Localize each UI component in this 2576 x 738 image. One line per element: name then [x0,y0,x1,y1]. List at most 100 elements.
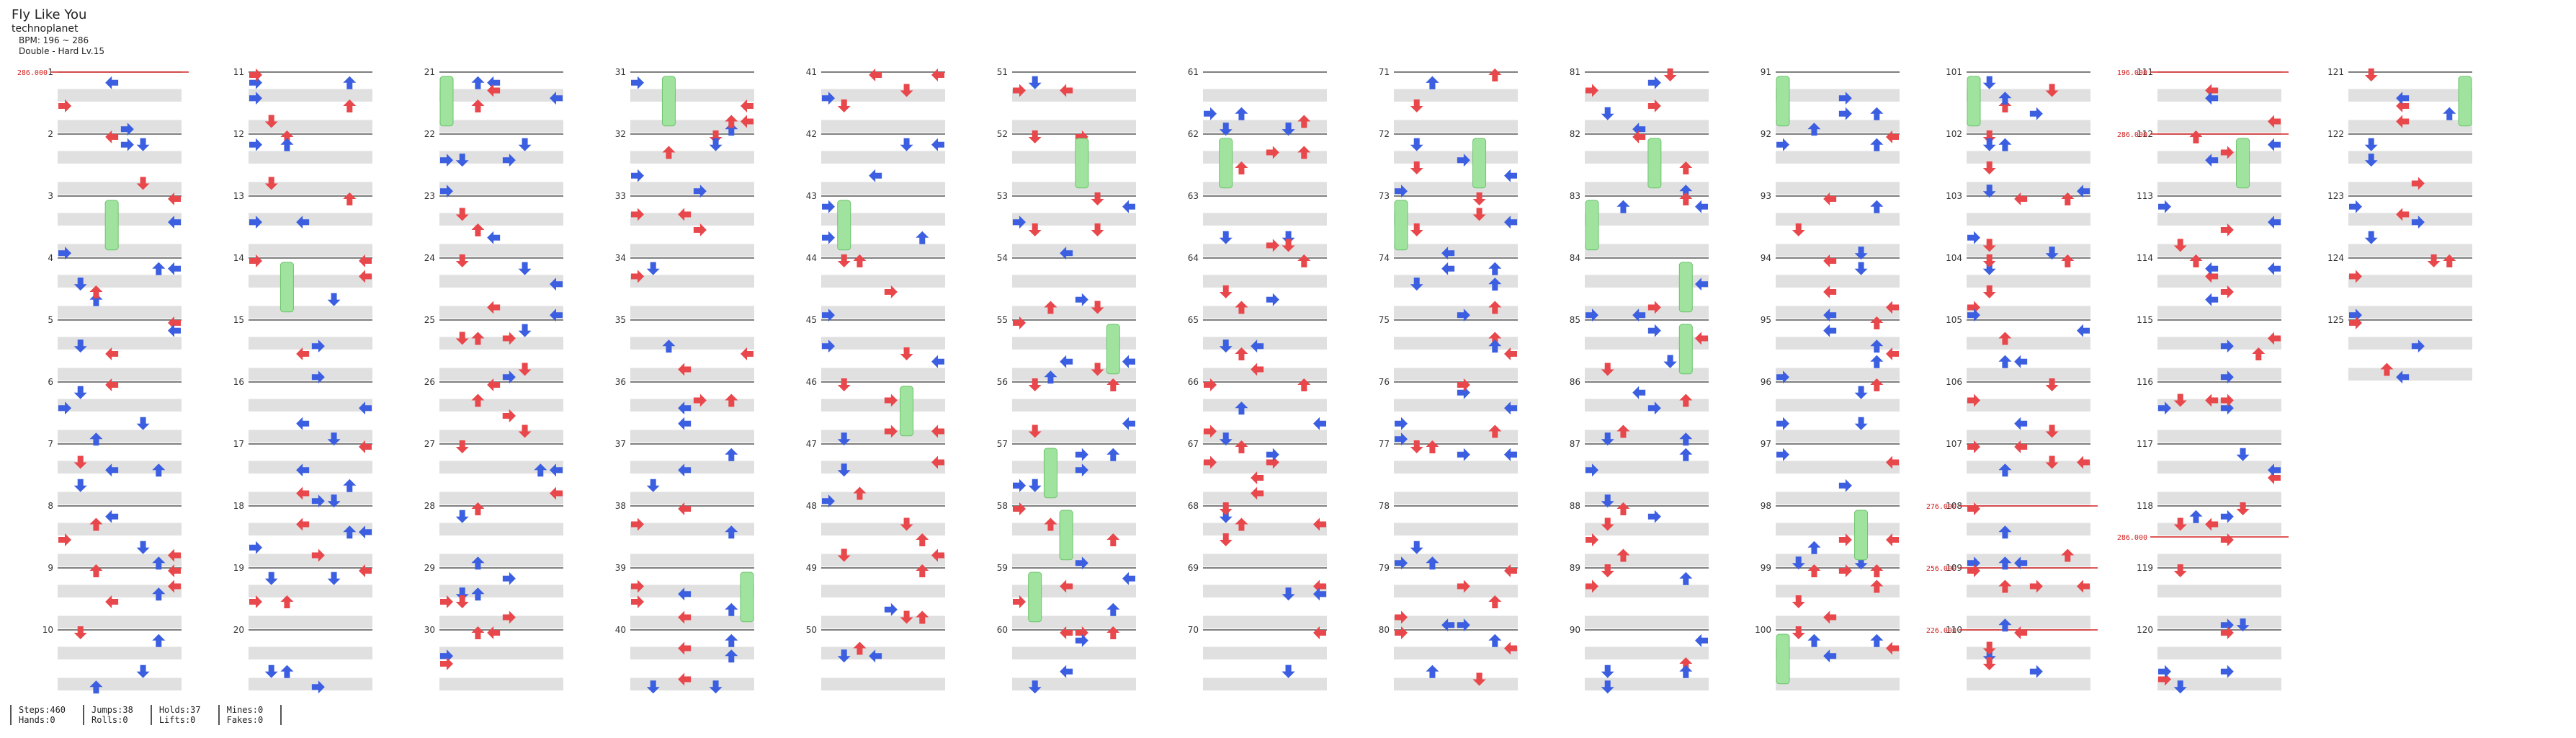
beat-band [630,120,754,133]
beat-band [821,677,945,690]
beat-band [630,368,754,381]
eighth-note-arrow-icon [2411,339,2425,353]
quarter-note-arrow-icon [1410,99,1423,112]
quarter-note-arrow-icon [1219,502,1233,515]
quarter-note-arrow-icon [502,409,516,422]
quarter-note-arrow-icon [487,378,501,391]
beat-band [1585,337,1709,350]
beat-band [1585,399,1709,412]
beat-band [2157,151,2281,164]
quarter-note-arrow-icon [1982,285,1996,298]
quarter-note-arrow-icon [1647,99,1661,112]
beat-band [2157,430,2281,443]
measure-number: 104 [1946,253,1962,263]
quarter-note-arrow-icon [2364,68,2378,81]
eighth-note-arrow-icon [1204,107,1217,120]
beat-band [439,584,563,597]
beat-band [58,399,182,412]
measure-number: 84 [1570,253,1580,263]
beat-band [1394,646,1518,659]
measure-number: 86 [1570,377,1580,387]
beat-band [1967,182,2090,195]
measure-number: 6 [48,377,53,387]
quarter-note-arrow-icon [900,347,913,360]
quarter-note-arrow-icon [1838,533,1852,546]
eighth-note-arrow-icon [1395,184,1408,198]
quarter-note-arrow-icon [2045,424,2059,438]
quarter-note-arrow-icon [1235,440,1248,453]
quarter-note-arrow-icon [1695,332,1708,345]
beat-band [1585,554,1709,566]
quarter-note-arrow-icon [1601,363,1614,376]
beat-band [1203,337,1327,350]
beat-band [1776,399,1900,412]
quarter-note-arrow-icon [1488,68,1502,81]
eighth-note-arrow-icon [1695,277,1708,291]
hold-note [1075,138,1089,189]
eighth-note-arrow-icon [152,463,166,477]
measure-number: 63 [1188,191,1199,201]
beat-band [1012,646,1136,659]
quarter-note-arrow-icon [1982,657,1996,670]
eighth-note-arrow-icon [1235,401,1248,415]
beat-band [630,244,754,257]
eighth-note-arrow-icon [2220,370,2234,384]
eighth-note-arrow-icon [2236,618,2250,632]
hold-note [740,572,754,623]
beat-band [630,306,754,319]
beat-band [1012,89,1136,102]
eighth-note-arrow-icon [1601,664,1614,678]
beat-band [249,584,372,597]
measure-number: 8 [48,501,53,511]
measure-number: 11 [233,67,244,77]
eighth-note-arrow-icon [1075,556,1088,570]
measure-number: 102 [1946,129,1962,139]
beat-band [439,306,563,319]
eighth-note-arrow-icon [1457,448,1470,461]
beat-band [1776,554,1900,566]
beat-band [58,337,182,350]
quarter-note-arrow-icon [1395,610,1408,624]
stat-lifts: Lifts:0 [158,715,196,725]
eighth-note-arrow-icon [725,649,738,663]
beat-band [249,461,372,474]
eighth-note-arrow-icon [1998,463,2012,477]
beat-band [2157,615,2281,628]
beat-band [249,151,372,164]
quarter-note-arrow-icon [2173,239,2187,252]
eighth-note-arrow-icon [2268,138,2281,151]
quarter-note-arrow-icon [1823,254,1837,267]
beat-band [1967,646,2090,659]
beat-band [1585,306,1709,319]
measure-number: 65 [1188,315,1199,325]
measure-number: 115 [2137,315,2153,325]
measure-number: 76 [1379,377,1390,387]
eighth-note-arrow-icon [1060,246,1073,260]
eighth-note-arrow-icon [249,138,262,151]
beat-band [821,584,945,597]
quarter-note-arrow-icon [168,192,181,205]
song-artist: technoplanet [12,23,79,35]
eighth-note-arrow-icon [678,417,692,430]
measure-number: 107 [1946,439,1962,449]
beat-band [1203,584,1327,597]
stat-rolls: Rolls:0 [91,715,128,725]
measure-number: 9 [48,563,53,573]
measure-number: 34 [615,253,626,263]
measure-number: 57 [997,439,1008,449]
eighth-note-arrow-icon [120,123,134,136]
quarter-note-arrow-icon [631,208,644,221]
quarter-note-arrow-icon [741,99,753,112]
measure-number: 85 [1570,315,1580,325]
quarter-note-arrow-icon [2173,564,2187,577]
quarter-note-arrow-icon [1313,579,1326,593]
beat-band [249,430,372,443]
hold-note [1647,138,1662,189]
eighth-note-arrow-icon [2396,370,2410,384]
beat-band [821,646,945,659]
eighth-note-arrow-icon [1457,386,1470,399]
eighth-note-arrow-icon [1426,76,1439,89]
quarter-note-arrow-icon [693,223,707,236]
stat-col-jumps: Jumps:38 Rolls:0 [83,705,151,725]
stat-col-steps: Steps:460 Hands:0 [10,705,83,725]
